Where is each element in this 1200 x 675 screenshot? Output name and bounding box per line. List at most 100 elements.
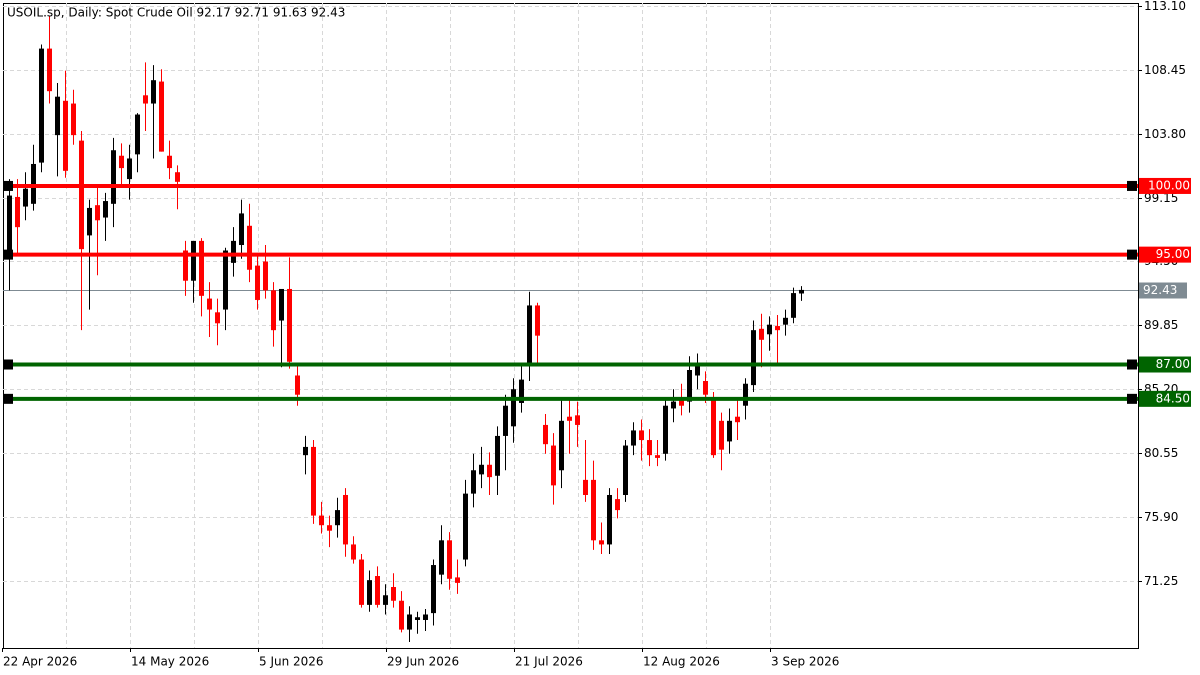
candle-body <box>7 195 12 255</box>
level-label: 100.00 <box>1148 178 1190 192</box>
candle-body <box>791 293 796 318</box>
candle-body <box>679 400 684 406</box>
candle-body <box>471 470 476 494</box>
candle-body <box>519 379 524 403</box>
y-tick-label: 108.45 <box>1144 63 1186 77</box>
candle-body <box>599 540 604 545</box>
level-label-box <box>1139 356 1191 373</box>
candle-body <box>311 446 316 516</box>
candle-body <box>487 464 492 478</box>
level-label: 84.50 <box>1156 391 1190 405</box>
grid <box>3 3 1138 648</box>
candle-body <box>431 565 436 614</box>
candle-body <box>407 614 412 630</box>
candle-body <box>479 464 484 475</box>
last-price-label: 92.43 <box>1143 283 1177 297</box>
candle-body <box>271 290 276 331</box>
candle-body <box>535 305 540 336</box>
x-tick-label: 12 Aug 2026 <box>643 655 720 669</box>
candle-body <box>711 400 716 456</box>
candle-body <box>71 103 76 136</box>
candle-body <box>423 614 428 620</box>
x-tick-label: 3 Sep 2026 <box>771 655 839 669</box>
candle-body <box>247 225 252 270</box>
candle-body <box>399 600 404 630</box>
candle-body <box>343 494 348 545</box>
candle-body <box>15 196 20 228</box>
level-label-box <box>1139 177 1191 194</box>
y-tick-label: 103.80 <box>1144 127 1186 141</box>
y-tick-label: 75.90 <box>1144 510 1178 524</box>
candle-body <box>391 587 396 601</box>
candle-body <box>559 420 564 471</box>
candle-body <box>95 205 100 221</box>
level-handle <box>3 393 13 404</box>
y-tick-label: 71.25 <box>1144 574 1178 588</box>
candle-body <box>367 580 372 605</box>
candle-body <box>719 420 724 450</box>
candle-body <box>799 289 804 294</box>
candle-body <box>735 416 740 423</box>
level-label-box <box>1139 390 1191 407</box>
candle-body <box>623 445 628 495</box>
candle-body <box>511 389 516 427</box>
candle-body <box>671 401 676 409</box>
candle-body <box>23 188 28 207</box>
y-tick-label: 80.55 <box>1144 446 1178 460</box>
candle-body <box>319 515 324 526</box>
y-tick-label: 113.10 <box>1144 0 1186 13</box>
candle-body <box>383 595 388 605</box>
candle-body <box>575 415 580 425</box>
x-tick-label: 29 Jun 2026 <box>387 655 459 669</box>
candle-body <box>447 540 452 579</box>
candle-body <box>583 479 588 495</box>
x-tick-label: 5 Jun 2026 <box>259 655 324 669</box>
candle-body <box>503 405 508 436</box>
level-handle <box>3 180 13 191</box>
candle-body <box>655 455 660 458</box>
x-tick-label: 14 May 2026 <box>131 655 209 669</box>
candle-body <box>231 240 236 263</box>
candle-body <box>775 326 780 331</box>
candle-body <box>63 100 68 171</box>
y-tick-label: 99.15 <box>1144 191 1178 205</box>
candle-body <box>79 140 84 250</box>
candle-body <box>303 446 308 456</box>
candle-body <box>647 440 652 456</box>
level-handle <box>1127 393 1137 404</box>
chart-title: USOIL.sp, Daily: Spot Crude Oil 92.17 92… <box>7 6 345 20</box>
candle-body <box>759 328 764 340</box>
level-handle <box>3 359 13 370</box>
candle-body <box>591 479 596 541</box>
candle-body <box>767 324 772 335</box>
y-tick-label: 89.85 <box>1144 318 1178 332</box>
candle-body <box>703 380 708 395</box>
candle-body <box>463 493 468 560</box>
candle-body <box>607 494 612 545</box>
level-label: 87.00 <box>1156 357 1190 371</box>
candle-body <box>255 265 260 300</box>
x-tick-label: 22 Apr 2026 <box>3 655 77 669</box>
level-handle <box>3 249 13 260</box>
candle-body <box>359 559 364 605</box>
candle-body <box>543 424 548 445</box>
candle-body <box>663 405 668 454</box>
last-price-box <box>1139 282 1187 299</box>
candle-body <box>439 540 444 575</box>
candle-body <box>199 240 204 296</box>
x-tick-label: 21 Jul 2026 <box>515 655 583 669</box>
candle-body <box>287 288 292 362</box>
candle-body <box>751 330 756 386</box>
marks <box>3 15 1138 642</box>
candle-body <box>263 261 268 291</box>
candle-body <box>223 250 228 310</box>
candle-body <box>615 499 620 511</box>
candle-body <box>687 370 692 402</box>
candle-body <box>127 158 132 180</box>
level-handle <box>1127 249 1137 260</box>
candle-body <box>743 383 748 406</box>
candle-body <box>495 435 500 476</box>
candle-body <box>239 213 244 246</box>
